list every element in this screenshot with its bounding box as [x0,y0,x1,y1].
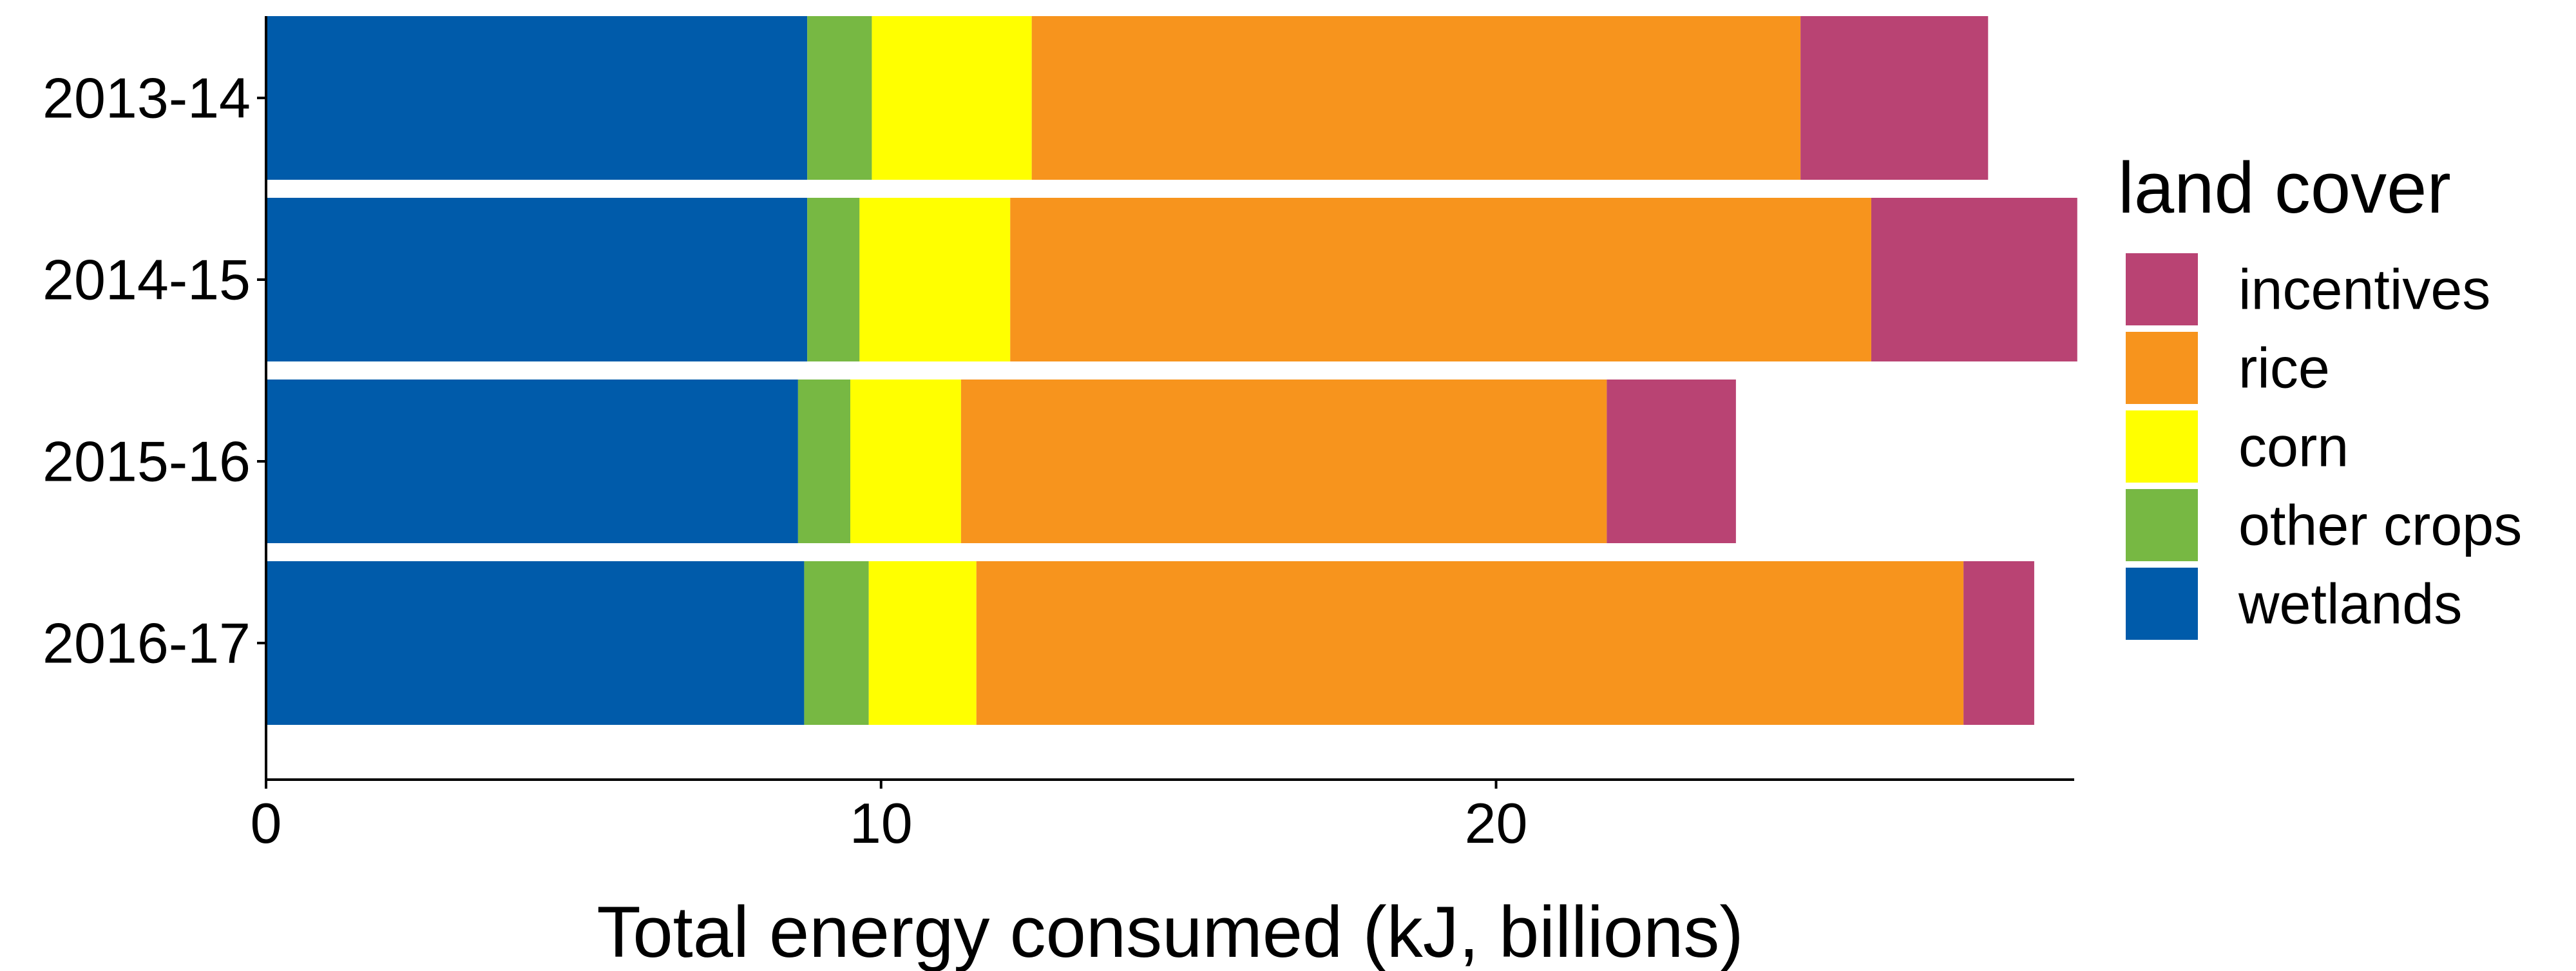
bar-wetlands-2015-16 [266,380,798,543]
x-tick-label: 0 [251,791,282,855]
bar-other-crops-2014-15 [807,198,860,361]
bar-incentives-2013-14 [1800,16,1989,180]
bar-other-crops-2015-16 [797,380,851,543]
bar-rice-2014-15 [1010,198,1871,361]
legend-label: incentives [2238,258,2490,322]
x-tick-label: 20 [1465,791,1528,855]
legend-label: wetlands [2238,572,2462,636]
bar-rice-2015-16 [960,380,1607,543]
y-tick-label: 2015-16 [43,430,251,494]
legend-label: corn [2238,415,2349,479]
y-tick-label: 2013-14 [43,66,251,130]
bar-wetlands-2014-15 [266,198,808,361]
bar-corn-2013-14 [872,16,1032,180]
legend-key-rice [2126,332,2198,404]
y-tick-label: 2014-15 [43,248,251,312]
legend-key-incentives [2126,253,2198,325]
bar-wetlands-2013-14 [266,16,808,180]
bars-layer [266,16,2077,725]
y-tick-label: 2016-17 [43,611,251,675]
bar-incentives-2015-16 [1607,380,1736,543]
bar-incentives-2016-17 [1963,561,2034,725]
bar-corn-2015-16 [850,380,961,543]
legend: land cover incentives rice corn other crops… [2118,148,2522,640]
bar-corn-2014-15 [859,198,1011,361]
legend-key-wetlands [2126,568,2198,640]
bar-rice-2016-17 [976,561,1964,725]
legend-label: rice [2238,336,2330,400]
bar-wetlands-2016-17 [266,561,805,725]
bar-incentives-2014-15 [1871,198,2077,361]
y-axis-ticks: 2013-14 2014-15 2015-16 2016-17 [43,66,266,675]
legend-title: land cover [2118,148,2451,228]
bar-other-crops-2016-17 [804,561,869,725]
bar-rice-2013-14 [1031,16,1801,180]
legend-items: incentives rice corn other crops wetlands [2126,253,2522,640]
bar-corn-2016-17 [868,561,977,725]
x-axis-title: Total energy consumed (kJ, billions) [596,892,1743,971]
legend-label: other crops [2238,494,2522,557]
x-tick-label: 10 [850,791,913,855]
legend-key-corn [2126,410,2198,483]
legend-key-other-crops [2126,489,2198,561]
x-axis-ticks: 0 10 20 [251,780,1528,855]
bar-other-crops-2013-14 [807,16,872,180]
